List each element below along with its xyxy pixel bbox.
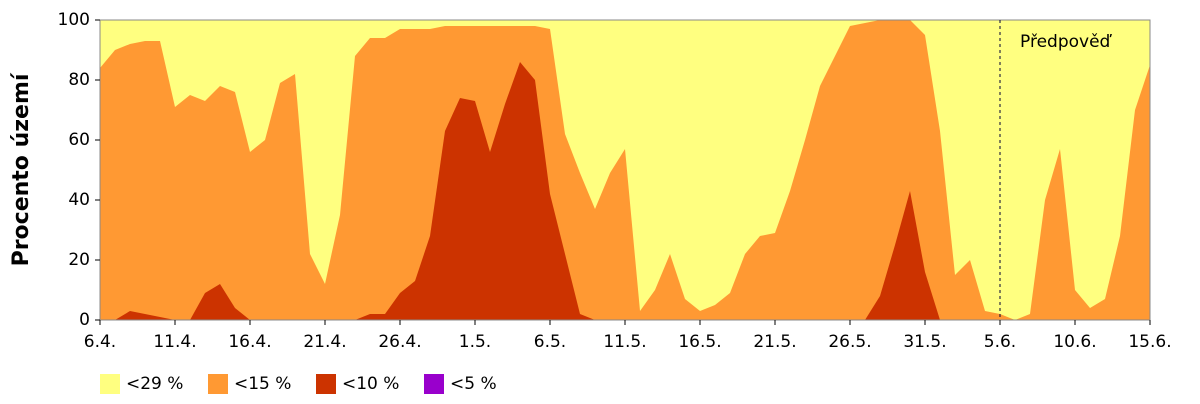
legend-swatch: [208, 374, 228, 394]
x-tick-label: 1.5.: [459, 332, 491, 352]
legend-swatch: [316, 374, 336, 394]
x-tick-label: 26.5.: [828, 332, 871, 352]
legend-label: <29 %: [126, 374, 183, 394]
legend-label: <10 %: [342, 374, 399, 394]
legend-swatch: [100, 374, 120, 394]
x-tick-label: 21.5.: [753, 332, 796, 352]
y-tick-label: 80: [68, 70, 90, 90]
legend-label: <15 %: [234, 374, 291, 394]
y-tick-label: 60: [68, 130, 90, 150]
annotation: Předpověď: [1020, 32, 1113, 52]
x-tick-label: 5.6.: [984, 332, 1016, 352]
y-tick-label: 0: [79, 310, 90, 330]
x-tick-label: 11.4.: [153, 332, 196, 352]
x-tick-label: 31.5.: [903, 332, 946, 352]
x-tick-label: 6.4.: [84, 332, 116, 352]
legend-label: <5 %: [450, 374, 497, 394]
y-axis-label: Procento území: [9, 72, 34, 266]
area: [100, 20, 1150, 320]
x-tick-label: 11.5.: [603, 332, 646, 352]
x-tick-label: 16.4.: [228, 332, 271, 352]
x-tick-label: 16.5.: [678, 332, 721, 352]
x-tick-label: 6.5.: [534, 332, 566, 352]
x-tick-label: 10.6.: [1053, 332, 1096, 352]
y-tick-label: 40: [68, 190, 90, 210]
legend-swatch: [424, 374, 444, 394]
y-tick-label: 20: [68, 250, 90, 270]
area: [100, 62, 1150, 320]
x-tick-label: 15.6.: [1128, 332, 1171, 352]
y-tick-label: 100: [58, 10, 90, 30]
x-tick-label: 26.4.: [378, 332, 421, 352]
x-tick-label: 21.4.: [303, 332, 346, 352]
